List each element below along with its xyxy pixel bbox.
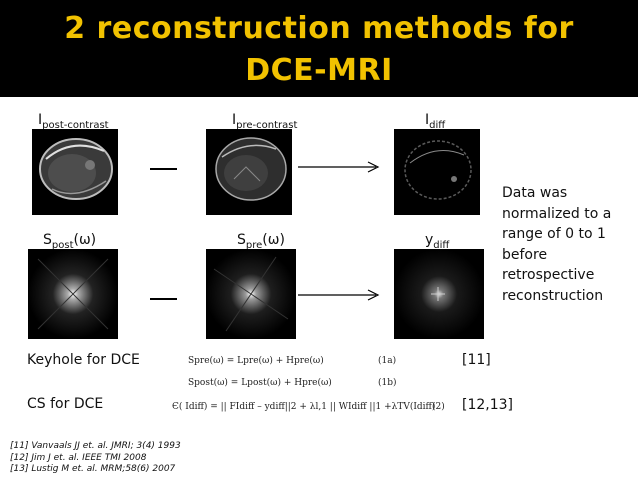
reference-12: [12] Jim J et. al. IEEE TMI 2008 <box>10 452 147 463</box>
label-s-pre: Spre(ω) <box>237 232 285 251</box>
keyhole-label: Keyhole for DCE <box>27 352 140 368</box>
label-post-contrast: Ipost-contrast <box>38 112 109 131</box>
equation-1a-number: (1a) <box>378 356 397 366</box>
minus-sign-row1 <box>150 168 177 170</box>
title-line-2: DCE-MRI <box>245 53 393 88</box>
minus-sign-row2 <box>150 298 177 300</box>
image-post-contrast <box>32 129 118 215</box>
equation-2-number: (2) <box>432 402 445 412</box>
title-line-1: 2 reconstruction methods for <box>64 11 574 46</box>
reference-11: [11] Vanvaals JJ et. al. JMRI; 3(4) 1993 <box>10 441 181 451</box>
equation-2: Є( Idiff) = || FIdiff – ydiff||2 + λl,1 … <box>172 402 436 412</box>
equation-1b: Spost(ω) = Lpost(ω) + Hpre(ω) <box>188 378 332 388</box>
title-banner: 2 reconstruction methods for DCE-MRI <box>0 0 638 97</box>
label-s-post: Spost(ω) <box>43 232 97 251</box>
arrow-right-icon-row1 <box>298 161 380 173</box>
normalization-note: Data was normalized to a range of 0 to 1… <box>502 185 612 304</box>
cs-citation: [12,13] <box>462 397 514 413</box>
kspace-post <box>28 249 118 339</box>
reference-13: [13] Lustig M et. al. MRM;58(6) 2007 <box>10 464 176 474</box>
slide-title: 2 reconstruction methods for DCE-MRI <box>0 8 638 92</box>
equation-1b-number: (1b) <box>378 378 397 388</box>
label-pre-contrast: Ipre-contrast <box>232 112 298 131</box>
image-difference <box>394 129 480 215</box>
label-y-diff: ydiff <box>425 232 450 251</box>
keyhole-citation: [11] <box>462 352 491 368</box>
kspace-pre <box>206 249 296 339</box>
label-diff: Idiff <box>425 112 446 131</box>
arrow-right-icon-row2 <box>298 289 380 301</box>
kspace-diff <box>394 249 484 339</box>
equation-1a: Spre(ω) = Lpre(ω) + Hpre(ω) <box>188 356 324 366</box>
image-pre-contrast <box>206 129 292 215</box>
references: [11] Vanvaals JJ et. al. JMRI; 3(4) 1993… <box>10 441 181 476</box>
cs-label: CS for DCE <box>27 396 104 412</box>
